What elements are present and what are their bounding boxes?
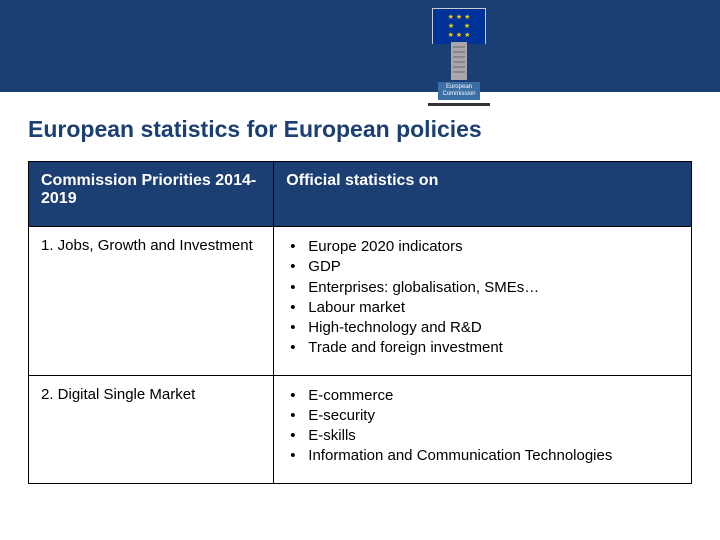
slide-content: European statistics for European policie… bbox=[0, 92, 720, 484]
table-row: 2. Digital Single Market E-commerce E-se… bbox=[29, 375, 692, 483]
list-item: Labour market bbox=[290, 298, 679, 318]
ec-logo: ★ ★ ★ ★ ★ EuropeanCommission bbox=[428, 8, 490, 106]
list-item: E-security bbox=[290, 406, 679, 426]
list-item: Trade and foreign investment bbox=[290, 338, 679, 358]
priority-cell: 1. Jobs, Growth and Investment bbox=[29, 227, 274, 376]
ec-logo-label: EuropeanCommission bbox=[438, 82, 479, 100]
stats-cell: Europe 2020 indicators GDP Enterprises: … bbox=[274, 227, 692, 376]
stats-list: E-commerce E-security E-skills Informati… bbox=[286, 386, 679, 467]
page-title: European statistics for European policie… bbox=[28, 116, 692, 143]
ec-pillar-icon bbox=[451, 42, 467, 80]
list-item: Information and Communication Technologi… bbox=[290, 446, 679, 466]
list-item: E-commerce bbox=[290, 386, 679, 406]
ec-logo-underline bbox=[428, 103, 490, 106]
stats-list: Europe 2020 indicators GDP Enterprises: … bbox=[286, 237, 679, 359]
list-item: Europe 2020 indicators bbox=[290, 237, 679, 257]
priority-cell: 2. Digital Single Market bbox=[29, 375, 274, 483]
col-header-priorities: Commission Priorities 2014-2019 bbox=[29, 162, 274, 227]
table-row: 1. Jobs, Growth and Investment Europe 20… bbox=[29, 227, 692, 376]
eu-flag-icon: ★ ★ ★ ★ ★ bbox=[432, 8, 486, 44]
col-header-statistics: Official statistics on bbox=[274, 162, 692, 227]
list-item: High-technology and R&D bbox=[290, 318, 679, 338]
list-item: GDP bbox=[290, 257, 679, 277]
list-item: E-skills bbox=[290, 426, 679, 446]
stats-cell: E-commerce E-security E-skills Informati… bbox=[274, 375, 692, 483]
list-item: Enterprises: globalisation, SMEs… bbox=[290, 278, 679, 298]
priorities-table: Commission Priorities 2014-2019 Official… bbox=[28, 161, 692, 484]
header-bar: ★ ★ ★ ★ ★ EuropeanCommission bbox=[0, 0, 720, 92]
